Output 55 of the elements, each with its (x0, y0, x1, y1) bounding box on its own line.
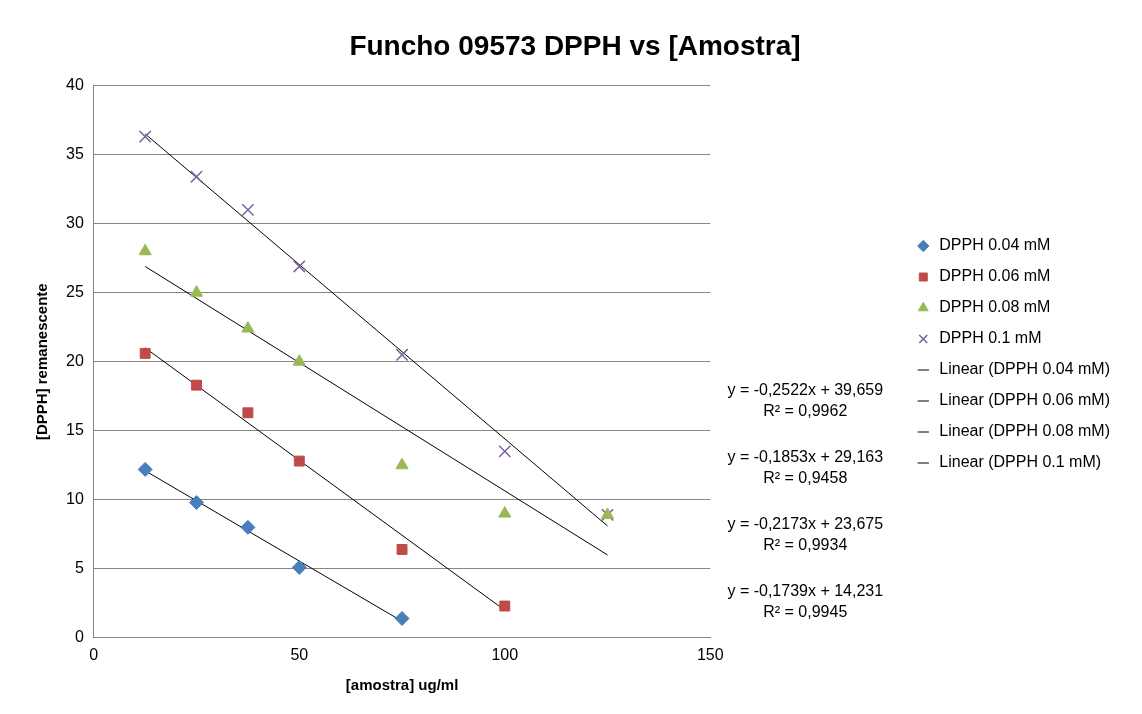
x-tick-label: 100 (491, 645, 519, 663)
legend-label: Linear (DPPH 0.08 mM) (939, 422, 1110, 440)
y-axis-title: [DPPH] remanescente (33, 283, 51, 441)
text: y = -0,2173x + 23,675 (727, 515, 884, 533)
text: R² = 0,9962 (763, 402, 848, 420)
point (190, 170, 203, 184)
point (293, 455, 305, 467)
point (396, 544, 408, 555)
legend-label: DPPH 0.04 mM (939, 236, 1051, 254)
point (394, 610, 410, 626)
legend-label: DPPH 0.08 mM (939, 298, 1051, 316)
legend-label: Linear (DPPH 0.06 mM) (939, 391, 1110, 409)
point (395, 348, 409, 362)
y-tick-label: 25 (66, 283, 84, 301)
point (499, 600, 511, 612)
y-tick-label: 40 (66, 76, 84, 94)
chart-title: Funcho 09573 DPPH vs [Amostra] (349, 29, 801, 61)
legend-label: DPPH 0.1 mM (939, 329, 1042, 347)
legend-label: DPPH 0.06 mM (939, 267, 1051, 285)
y-tick-label: 5 (74, 559, 84, 577)
point (292, 260, 306, 273)
y-tick-label: 30 (66, 214, 84, 232)
text: R² = 0,9458 (763, 469, 848, 487)
point (139, 347, 151, 359)
point (138, 130, 152, 144)
x-tick-label: 0 (89, 645, 99, 663)
text: y = -0,2522x + 39,659 (727, 381, 884, 399)
point (498, 445, 512, 458)
point (292, 354, 306, 366)
y-tick-label: 20 (66, 352, 84, 370)
point (291, 559, 307, 575)
point (189, 285, 204, 297)
x-tick-label: 50 (290, 645, 309, 663)
y-tick-label: 10 (66, 490, 84, 508)
legend-label: Linear (DPPH 0.04 mM) (939, 360, 1110, 378)
point (191, 379, 202, 391)
y-tick-label: 15 (66, 421, 84, 439)
x-tick-label: 150 (696, 645, 724, 663)
point (242, 407, 254, 419)
text: y = -0,1739x + 14,231 (727, 582, 884, 600)
point (138, 243, 152, 256)
text: y = -0,1853x + 29,163 (727, 448, 884, 466)
x-axis-title: [amostra] ug/ml (345, 676, 459, 694)
point (137, 461, 153, 477)
point (189, 495, 205, 511)
text: R² = 0,9945 (763, 603, 848, 621)
point (241, 203, 255, 217)
point (395, 457, 409, 470)
text: R² = 0,9934 (763, 536, 848, 554)
point (240, 519, 256, 535)
y-tick-label: 35 (66, 145, 84, 163)
y-tick-label: 0 (74, 628, 84, 646)
point (241, 321, 255, 333)
legend-label: Linear (DPPH 0.1 mM) (939, 453, 1102, 471)
point (498, 506, 512, 518)
